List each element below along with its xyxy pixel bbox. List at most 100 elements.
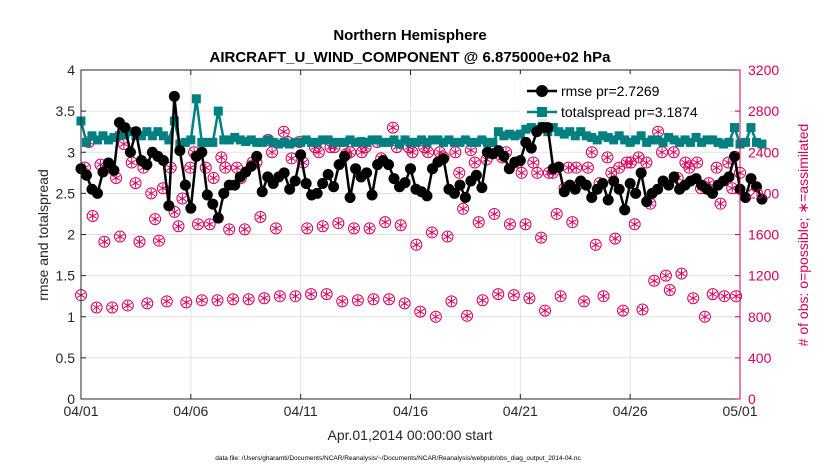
y-tick-label: 1 bbox=[67, 309, 75, 325]
obs-assimilated-star bbox=[384, 296, 394, 302]
obs-assimilated-star bbox=[108, 304, 117, 311]
rmse-point bbox=[750, 181, 762, 193]
obs-possible-circle bbox=[698, 310, 711, 323]
obs-assimilated-star bbox=[451, 149, 460, 155]
y-tick-label: 1.5 bbox=[56, 268, 76, 284]
obs-possible-circle bbox=[129, 177, 142, 190]
obs-possible-circle bbox=[554, 290, 567, 303]
obs-assimilated-star bbox=[345, 149, 355, 155]
obs-marker bbox=[730, 290, 743, 303]
obs-marker bbox=[687, 292, 700, 305]
obs-possible-circle bbox=[472, 216, 485, 229]
totalspread-point bbox=[263, 135, 273, 145]
obs-marker bbox=[503, 218, 516, 231]
rmse-point bbox=[174, 145, 186, 157]
obs-possible-circle bbox=[277, 125, 290, 138]
obs-assimilated-star bbox=[657, 149, 667, 155]
rmse-point bbox=[229, 179, 241, 191]
obs-marker bbox=[211, 294, 224, 307]
obs-possible-circle bbox=[663, 284, 676, 297]
obs-marker bbox=[285, 152, 298, 165]
rmse-point bbox=[399, 177, 411, 189]
obs-assimilated-star bbox=[505, 221, 515, 227]
obs-assimilated-star bbox=[143, 300, 152, 307]
obs-possible-circle bbox=[242, 293, 255, 306]
obs-assimilated-star bbox=[271, 225, 281, 232]
obs-marker bbox=[449, 146, 462, 159]
totalspread-point bbox=[713, 137, 723, 147]
totalspread-point bbox=[603, 132, 613, 142]
obs-assimilated-star bbox=[400, 300, 409, 307]
rmse-point bbox=[218, 187, 230, 199]
obs-assimilated-star bbox=[650, 278, 659, 284]
obs-possible-circle bbox=[168, 205, 181, 218]
totalspread-point bbox=[213, 106, 223, 116]
totalspread-point bbox=[422, 137, 432, 147]
obs-possible-circle bbox=[425, 226, 438, 239]
obs-marker bbox=[578, 295, 591, 308]
obs-assimilated-star bbox=[587, 149, 596, 155]
x-tick-label: 04/11 bbox=[284, 403, 318, 419]
rmse-point bbox=[207, 198, 219, 210]
y-tick-label: 2.5 bbox=[56, 185, 76, 201]
totalspread-point bbox=[378, 137, 388, 147]
totalspread-point bbox=[466, 137, 476, 147]
obs-possible-circle bbox=[180, 296, 193, 309]
obs-marker bbox=[476, 294, 489, 307]
legend: rmse pr=2.7269 totalspread pr=3.1874 bbox=[520, 74, 730, 122]
rmse-point bbox=[454, 179, 466, 191]
obs-assimilated-star bbox=[232, 164, 242, 171]
totalspread-point bbox=[631, 135, 641, 145]
obs-possible-circle bbox=[141, 297, 154, 310]
obs-marker bbox=[457, 202, 470, 215]
obs-possible-circle bbox=[394, 219, 407, 232]
obs-possible-circle bbox=[258, 292, 271, 305]
obs-possible-circle bbox=[527, 156, 540, 169]
obs-possible-circle bbox=[273, 290, 286, 303]
obs-assimilated-star bbox=[630, 221, 639, 227]
obs-marker bbox=[472, 216, 485, 229]
obs-possible-circle bbox=[531, 166, 544, 179]
obs-possible-circle bbox=[156, 182, 169, 195]
obs-marker bbox=[351, 294, 364, 307]
rmse-point bbox=[668, 171, 680, 183]
x-tick-label: 04/01 bbox=[63, 403, 98, 419]
rmse-point bbox=[619, 204, 631, 216]
obs-possible-circle bbox=[706, 288, 719, 301]
rmse-point bbox=[108, 164, 120, 176]
totalspread-point bbox=[356, 137, 366, 147]
totalspread-point bbox=[680, 135, 690, 145]
obs-marker bbox=[605, 166, 618, 179]
obs-assimilated-star bbox=[470, 159, 479, 166]
obs-possible-circle bbox=[539, 304, 552, 317]
obs-assimilated-star bbox=[412, 242, 421, 248]
obs-marker bbox=[121, 299, 134, 312]
obs-assimilated-star bbox=[244, 296, 253, 302]
rmse-point bbox=[361, 167, 373, 179]
totalspread-point bbox=[367, 135, 377, 145]
y2-tick-label: 0 bbox=[748, 391, 756, 407]
obs-marker bbox=[316, 220, 329, 233]
y-tick-label: 0.5 bbox=[56, 350, 76, 366]
obs-possible-circle bbox=[410, 238, 423, 251]
rmse-point bbox=[295, 149, 307, 161]
obs-marker bbox=[620, 156, 633, 169]
obs-assimilated-star bbox=[353, 297, 363, 303]
obs-marker bbox=[585, 146, 598, 159]
obs-possible-circle bbox=[515, 166, 528, 179]
obs-marker bbox=[589, 238, 602, 251]
totalspread-point bbox=[268, 137, 278, 147]
totalspread-point bbox=[296, 137, 306, 147]
totalspread-point bbox=[510, 131, 520, 141]
obs-possible-circle bbox=[581, 161, 594, 174]
obs-assimilated-star bbox=[213, 297, 222, 303]
obs-assimilated-star bbox=[303, 225, 312, 232]
obs-marker bbox=[659, 269, 672, 282]
obs-marker bbox=[394, 219, 407, 232]
rmse-point bbox=[624, 178, 636, 190]
totalspread-point bbox=[230, 132, 240, 142]
obs-assimilated-star bbox=[509, 292, 518, 298]
obs-marker bbox=[273, 290, 286, 303]
obs-possible-circle bbox=[90, 301, 103, 314]
obs-possible-circle bbox=[601, 151, 614, 164]
